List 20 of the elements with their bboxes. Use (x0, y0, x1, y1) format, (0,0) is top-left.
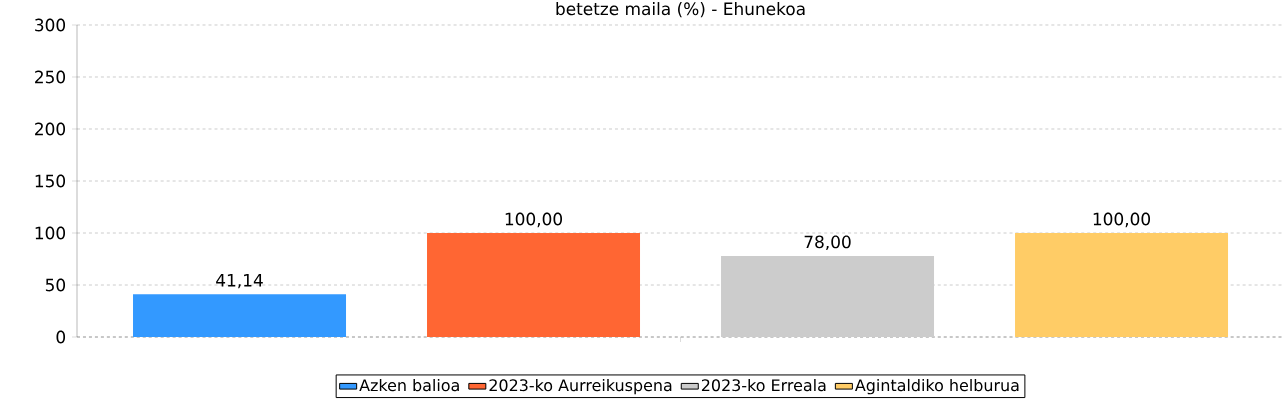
bar (1015, 233, 1229, 337)
chart-title: betetze maila (%) - Ehunekoa (556, 2, 805, 18)
bar (427, 233, 641, 337)
y-tick-label: 250 (35, 70, 66, 84)
y-tick-label: 0 (56, 330, 66, 344)
legend-label: 2023-ko Erreala (701, 378, 826, 392)
data-label: 100,00 (505, 212, 563, 228)
data-label: 100,00 (1093, 212, 1151, 228)
data-label: 41,14 (216, 274, 263, 289)
y-tick-label: 150 (35, 174, 66, 188)
bar (721, 255, 935, 337)
y-tick-label: 200 (35, 122, 66, 136)
legend-label: 2023-ko Aurreikuspena (489, 378, 672, 395)
legend-label: Agintaldiko helburua (855, 378, 1019, 395)
legend-label: Azken balioa (359, 378, 459, 392)
data-label: 78,00 (804, 235, 851, 251)
y-tick-label: 100 (35, 226, 66, 240)
bar (133, 294, 347, 337)
y-tick-label: 300 (35, 18, 66, 32)
y-tick-label: 50 (45, 278, 66, 292)
